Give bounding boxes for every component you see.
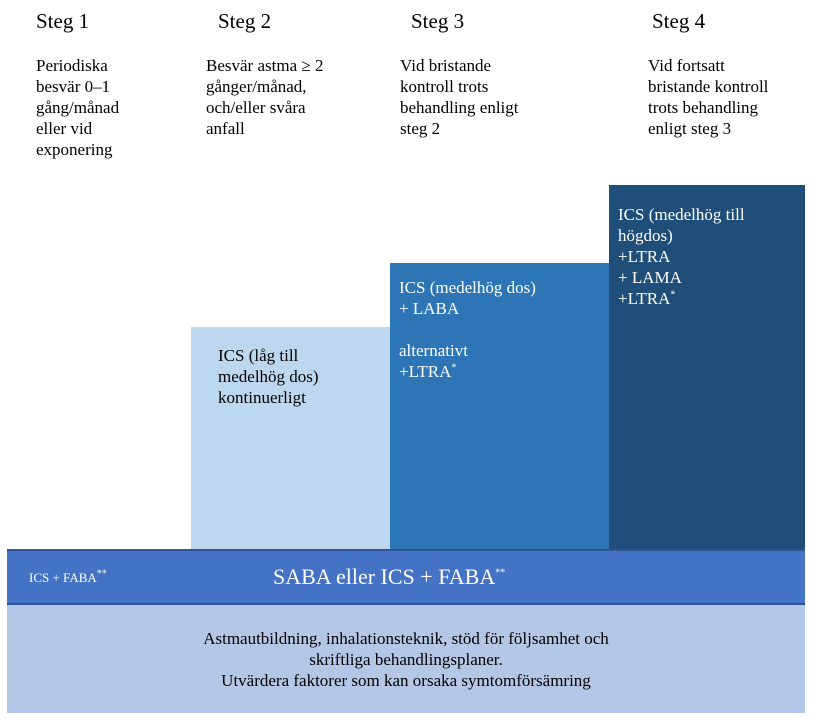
reliever-band: ICS + FABA** SABA eller ICS + FABA** — [7, 549, 805, 605]
step-3-treatment-text: ICS (medelhög dos) + LABA — [399, 278, 536, 318]
step-3-title: Steg 3 — [411, 9, 465, 33]
base-line-1: Astmautbildning, inhalationsteknik, stöd… — [203, 629, 609, 648]
band-left-footnote-mark: ** — [96, 568, 107, 580]
step-2-treatment-text: ICS (låg till medelhög dos) kontinuerlig… — [218, 346, 319, 407]
base-line-3: Utvärdera faktorer som kan orsaka symtom… — [221, 671, 591, 690]
step-3-alternative-text: alternativt +LTRA* — [399, 341, 468, 381]
band-main-text: SABA eller ICS + FABA** — [273, 564, 506, 589]
step-3-description: Vid bristande kontroll trots behandling … — [400, 56, 519, 138]
step-4-description: Vid fortsatt bristande kontroll trots be… — [648, 56, 769, 138]
step-4-treatment-block: ICS (medelhög till högdos) +LTRA + LAMA … — [609, 185, 805, 549]
band-left-text: ICS + FABA** — [29, 568, 107, 585]
step-1-description: Periodiska besvär 0–1 gång/månad eller v… — [36, 56, 120, 159]
step-2-title: Steg 2 — [218, 9, 272, 33]
step-2-treatment-block: ICS (låg till medelhög dos) kontinuerlig… — [191, 327, 390, 549]
step-4-title: Steg 4 — [652, 9, 706, 33]
step-1-title: Steg 1 — [36, 9, 90, 33]
step-4-footnote-mark: * — [670, 289, 676, 301]
step-3-footnote-mark: * — [451, 362, 457, 374]
education-base-text: Astmautbildning, inhalationsteknik, stöd… — [7, 628, 805, 691]
step-2-description: Besvär astma ≥ 2 gånger/månad, och/eller… — [206, 56, 324, 138]
band-main-footnote-mark: ** — [495, 567, 506, 579]
education-base-block: Astmautbildning, inhalationsteknik, stöd… — [7, 605, 805, 713]
step-4-treatment-text: ICS (medelhög till högdos) +LTRA + LAMA … — [618, 205, 745, 308]
base-line-2: skriftliga behandlingsplaner. — [309, 650, 503, 669]
step-3-treatment-block: ICS (medelhög dos) + LABA alternativt +L… — [390, 263, 609, 549]
